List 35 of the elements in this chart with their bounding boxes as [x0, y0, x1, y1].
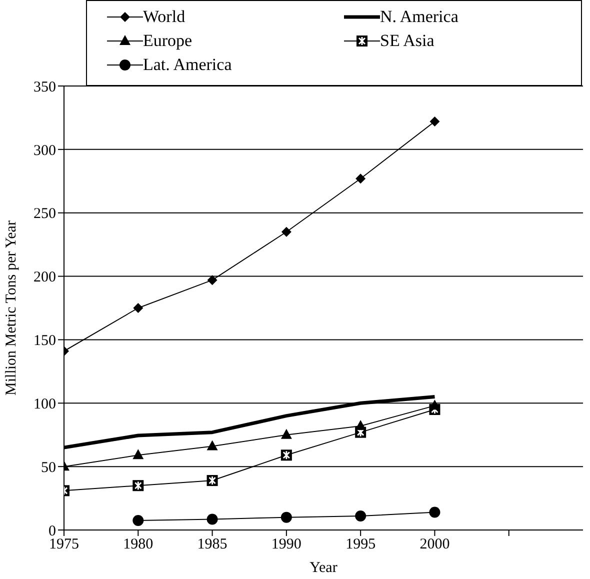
point: [133, 303, 144, 313]
y-tick-label: 0: [48, 523, 56, 540]
y-tick-label: 100: [34, 396, 56, 412]
point: [430, 116, 440, 127]
x-axis-title: Year: [310, 560, 338, 576]
point: [280, 428, 292, 439]
point: [281, 226, 292, 237]
y-tick-label: 200: [34, 270, 56, 286]
point: [206, 514, 218, 525]
point: [206, 440, 218, 450]
y-tick-label: 50: [41, 460, 56, 476]
legend-label: Lat. America: [143, 55, 232, 75]
legend-label: World: [143, 7, 186, 27]
x-tick-label: 1975: [49, 536, 79, 553]
point: [355, 510, 366, 522]
y-tick-label: 350: [34, 79, 56, 96]
y-tick-label: 300: [34, 142, 56, 159]
legend-label: SE Asia: [380, 31, 434, 51]
y-tick-label: 150: [34, 333, 56, 350]
x-tick-label: 2000: [420, 536, 450, 553]
point: [356, 174, 366, 184]
point: [132, 514, 144, 526]
point: [429, 506, 440, 518]
point: [429, 400, 440, 410]
point: [280, 512, 292, 523]
point: [207, 275, 218, 286]
point: [132, 449, 144, 460]
y-axis-title: Million Metric Tons per Year: [3, 220, 20, 396]
x-tick-label: 1995: [346, 536, 376, 553]
legend-label: N. America: [380, 7, 458, 27]
y-tick-label: 250: [34, 206, 56, 222]
x-tick-label: 1985: [197, 536, 228, 553]
x-tick-label: 1990: [271, 536, 302, 553]
legend-label: Europe: [143, 31, 192, 51]
x-tick-label: 1980: [123, 536, 154, 553]
